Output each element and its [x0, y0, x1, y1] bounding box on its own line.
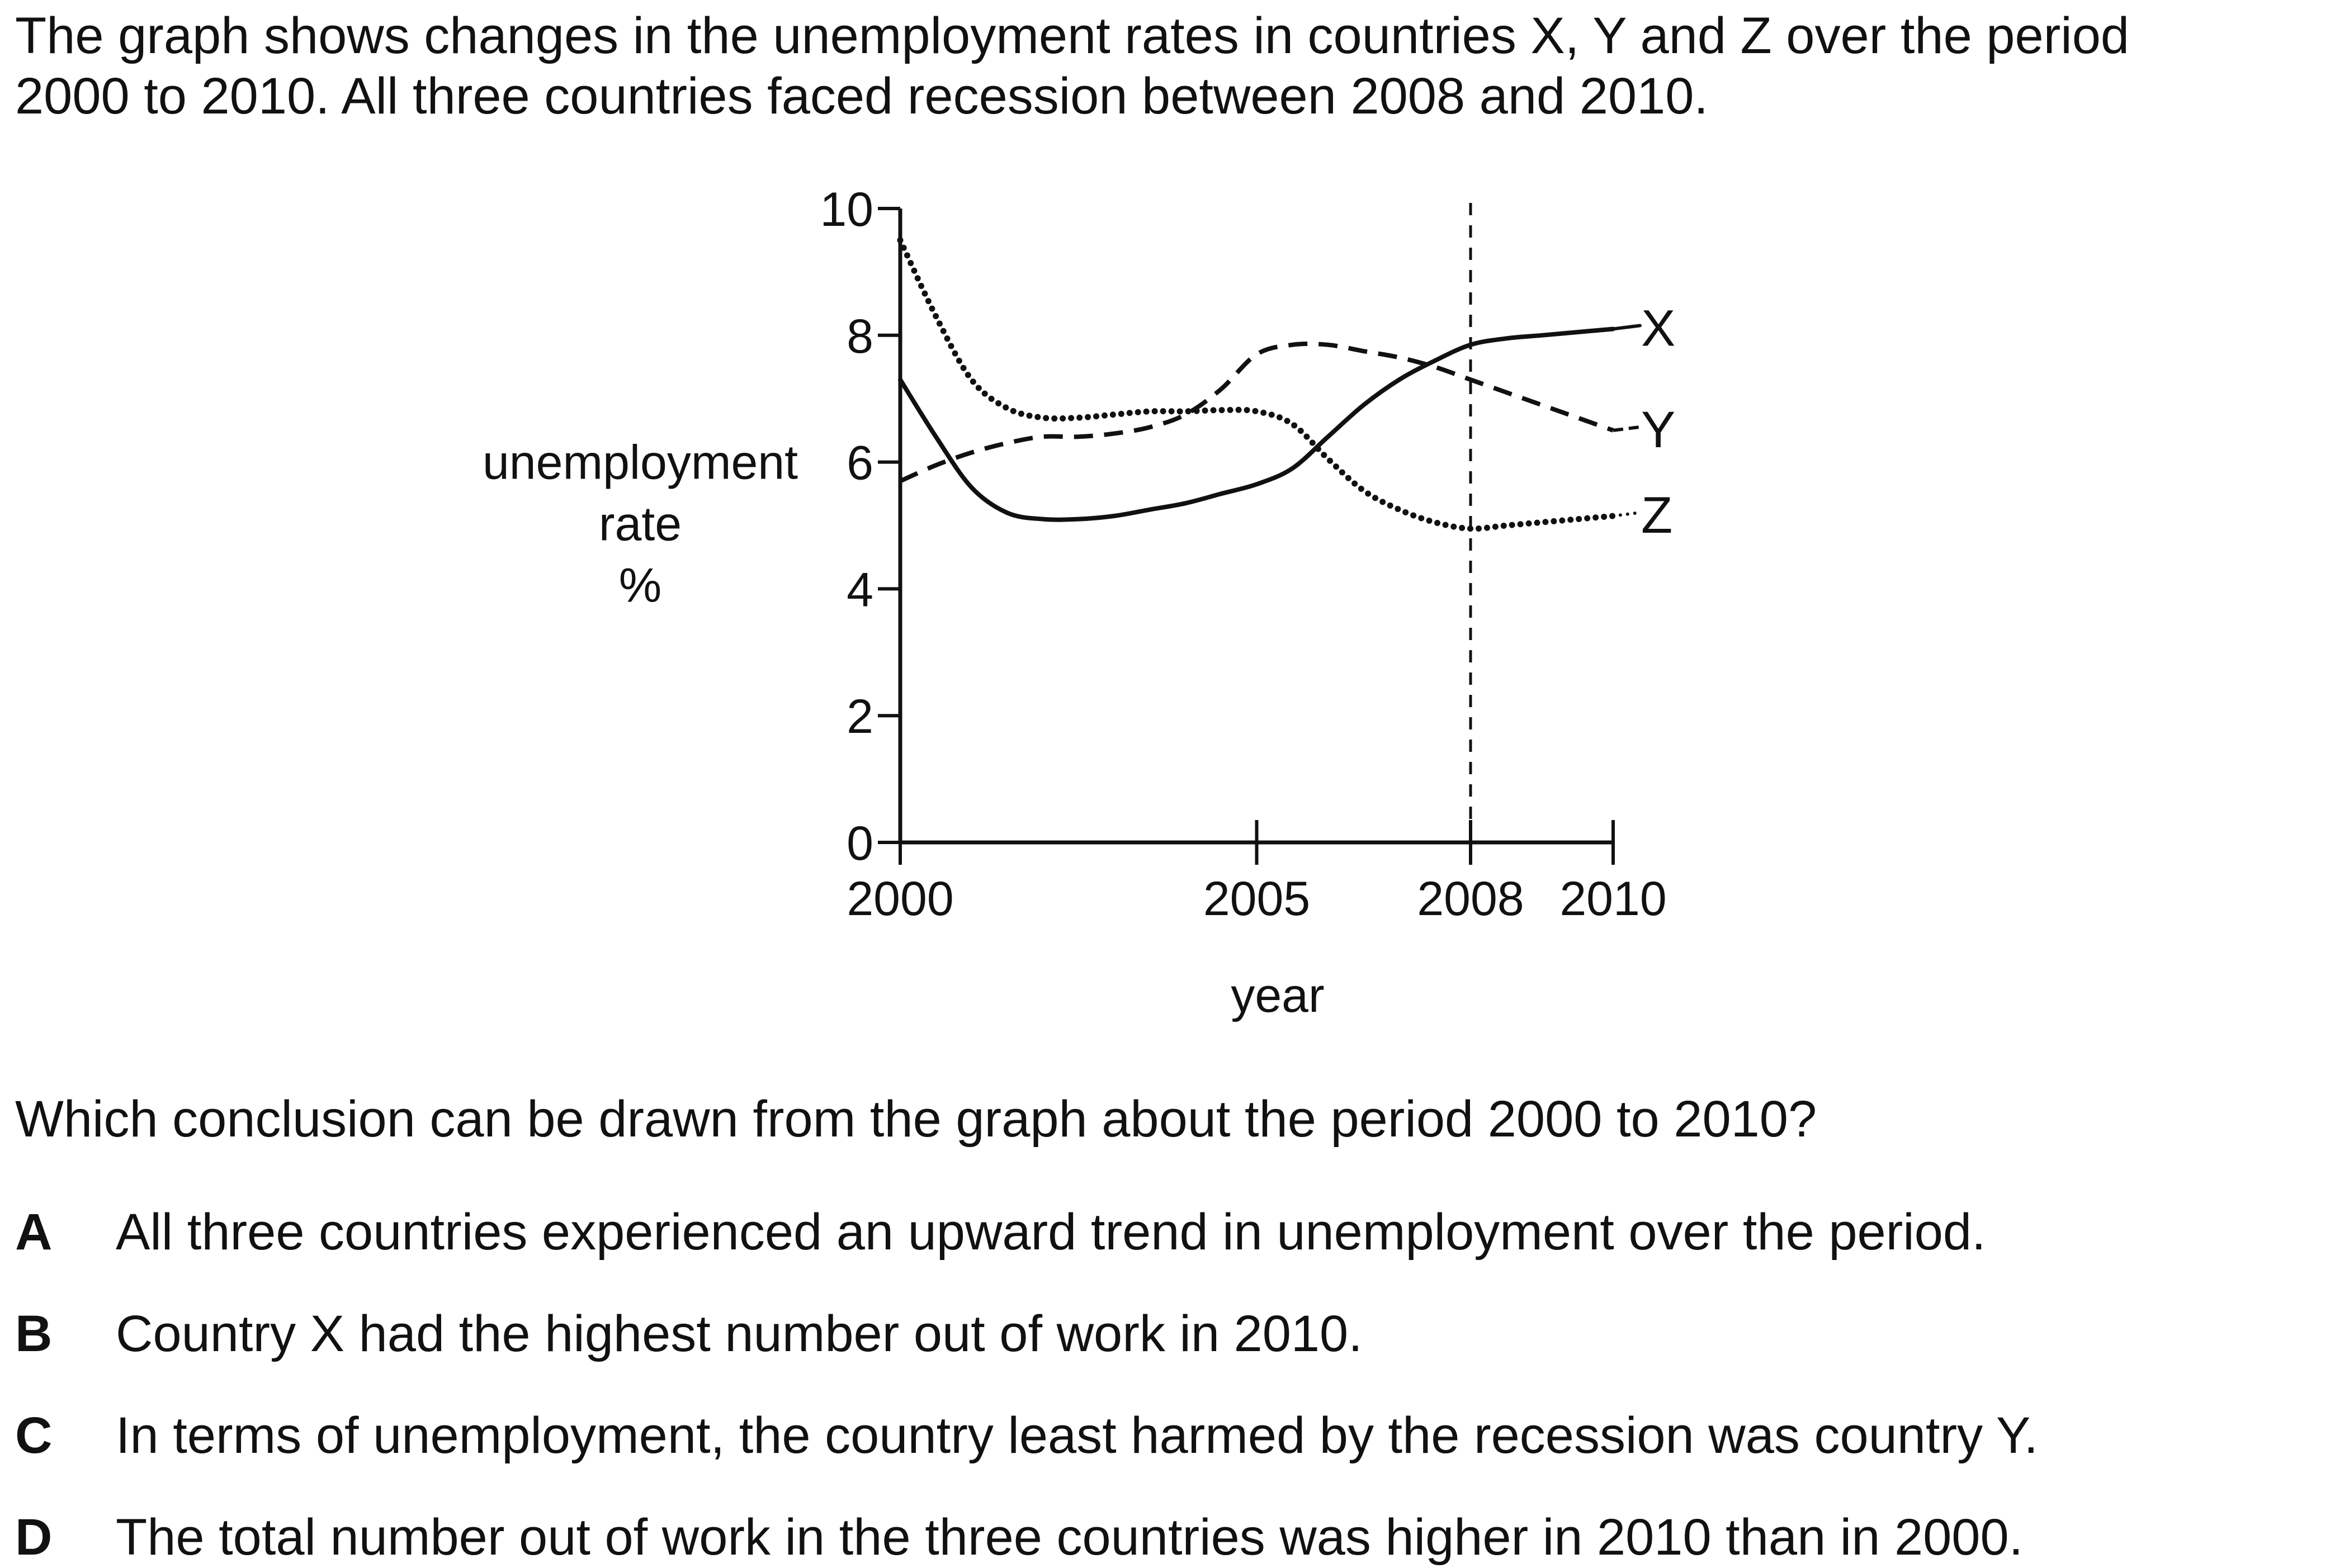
y-axis-label-line-1: unemployment	[483, 436, 798, 490]
intro-line-1: The graph shows changes in the unemploym…	[15, 7, 2130, 64]
x-tick-label: 2005	[1203, 872, 1310, 926]
series-line-y	[899, 342, 1614, 484]
y-axis-label-line-3: %	[619, 559, 661, 613]
option-a-letter: A	[15, 1204, 53, 1261]
axes: 0 2 4 6 8 10 2000 2005 2008 2010	[820, 183, 1666, 926]
question-stem: The graph shows changes in the unemploym…	[15, 6, 2308, 126]
y-tick-label: 4	[847, 563, 873, 617]
series-label-x: X	[1641, 300, 1675, 357]
series-label-y: Y	[1641, 401, 1675, 458]
y-tick-label: 8	[847, 310, 873, 363]
series-lines: XYZ	[897, 237, 1675, 544]
y-tick-label: 0	[847, 817, 873, 870]
series-leader-x	[1611, 324, 1642, 331]
x-tick-label: 2010	[1559, 872, 1666, 926]
y-tick-label: 10	[820, 183, 873, 236]
intro-line-2: 2000 to 2010. All three countries faced …	[15, 68, 1708, 125]
option-a-text: All three countries experienced an upwar…	[116, 1204, 1986, 1261]
series-line-x	[898, 326, 1615, 522]
option-c-letter: C	[15, 1407, 53, 1464]
unemployment-line-chart: unemployment rate% 0 2 4 6 8 10 2000 2005 2008 201…	[483, 183, 1675, 1022]
y-axis-label: unemployment rate%	[483, 436, 798, 613]
y-axis-label-line-2: rate	[599, 498, 682, 551]
option-d-text: The total number out of work in the thre…	[116, 1509, 2024, 1566]
option-d-letter: D	[15, 1509, 53, 1566]
option-b-letter: B	[15, 1305, 53, 1362]
x-axis-label: year	[1231, 969, 1324, 1022]
y-tick-label: 2	[847, 690, 873, 743]
series-leader-y	[1613, 425, 1641, 432]
option-c-text: In terms of unemployment, the country le…	[116, 1407, 2039, 1464]
option-b-text: Country X had the highest number out of …	[116, 1305, 1363, 1362]
x-tick-label: 2008	[1417, 872, 1524, 926]
series-line-z	[897, 237, 1617, 532]
x-tick-label: 2000	[847, 872, 953, 926]
y-tick-label: 6	[847, 437, 873, 490]
question-text: Which conclusion can be drawn from the g…	[15, 1091, 1817, 1148]
series-label-z: Z	[1641, 487, 1672, 544]
series-leader-z	[1611, 510, 1642, 518]
